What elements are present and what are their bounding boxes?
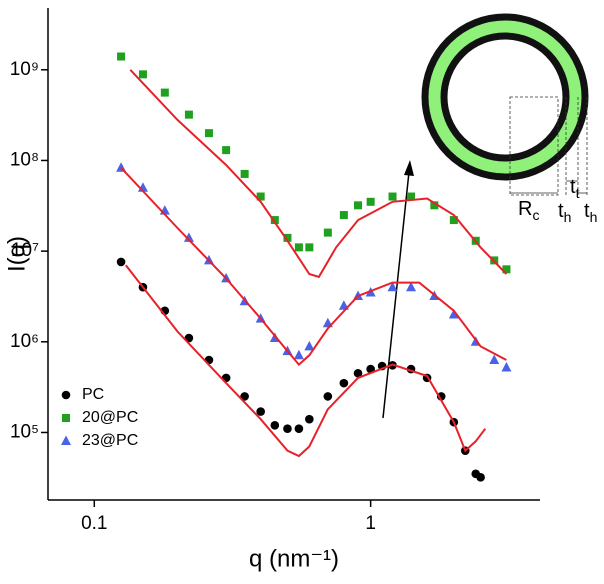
point <box>366 197 375 206</box>
dimension-label: th <box>584 200 597 224</box>
point <box>489 354 500 364</box>
point <box>323 392 333 401</box>
point <box>388 192 397 201</box>
point <box>294 243 303 252</box>
point <box>138 70 147 79</box>
legend-marker <box>61 390 71 400</box>
point <box>501 362 512 372</box>
point <box>116 257 126 267</box>
point <box>339 378 349 388</box>
y-axis-title: I(q) <box>3 236 30 272</box>
point <box>256 192 265 201</box>
point <box>339 211 348 220</box>
fit-line <box>129 69 508 279</box>
point <box>305 414 314 424</box>
point <box>240 169 249 178</box>
shell-diagram <box>421 13 589 196</box>
point <box>449 216 458 225</box>
point <box>270 420 280 430</box>
point <box>387 281 398 292</box>
point <box>117 52 126 61</box>
dimension-symbol: t <box>584 200 590 222</box>
x-tick-label: 0.1 <box>81 513 107 534</box>
point <box>353 368 363 378</box>
point <box>204 129 213 138</box>
point <box>502 265 511 274</box>
dimension-label: th <box>558 200 571 224</box>
y-tick-label: 10⁸ <box>10 149 39 170</box>
legend-label: PC <box>82 386 104 403</box>
point <box>240 392 249 401</box>
point <box>222 146 231 155</box>
dimension-label: tt <box>570 176 580 200</box>
trend-arrow <box>382 171 410 419</box>
point <box>305 243 314 252</box>
dimension-label: Rc <box>518 198 539 222</box>
dimension-subscript: t <box>576 185 580 201</box>
point <box>354 201 363 210</box>
dimension-subscript: c <box>532 207 539 223</box>
point <box>407 192 416 201</box>
point <box>183 232 194 242</box>
y-tick-label: 10⁵ <box>10 421 39 442</box>
point <box>160 88 169 97</box>
point <box>293 349 304 360</box>
legend-marker <box>61 435 71 445</box>
point <box>476 473 485 482</box>
point <box>448 309 459 319</box>
fit-line <box>125 264 487 458</box>
legend-label: 23@PC <box>82 432 138 449</box>
dimension-subscript: h <box>590 209 598 225</box>
y-tick-label: 10⁹ <box>10 59 39 80</box>
legend-marker <box>62 414 70 422</box>
point <box>294 424 304 434</box>
y-tick-label: 10⁷ <box>11 240 39 261</box>
point <box>184 110 193 119</box>
point <box>283 424 292 434</box>
point <box>283 233 292 242</box>
point <box>323 228 332 237</box>
dimension-symbol: R <box>518 198 532 220</box>
point <box>256 407 265 416</box>
point <box>270 216 279 225</box>
dimension-symbol: t <box>558 200 564 222</box>
point <box>304 340 315 351</box>
trend-arrow-head <box>404 160 414 176</box>
y-tick-label: 10⁶ <box>10 331 39 352</box>
fit-line <box>120 167 507 367</box>
x-axis-title: q (nm⁻¹) <box>249 545 339 572</box>
x-tick-label: 1 <box>365 513 376 534</box>
dimension-subscript: h <box>564 209 572 225</box>
point <box>406 281 417 292</box>
legend-label: 20@PC <box>82 409 138 426</box>
dimension-symbol: t <box>570 176 576 198</box>
point <box>430 201 439 210</box>
